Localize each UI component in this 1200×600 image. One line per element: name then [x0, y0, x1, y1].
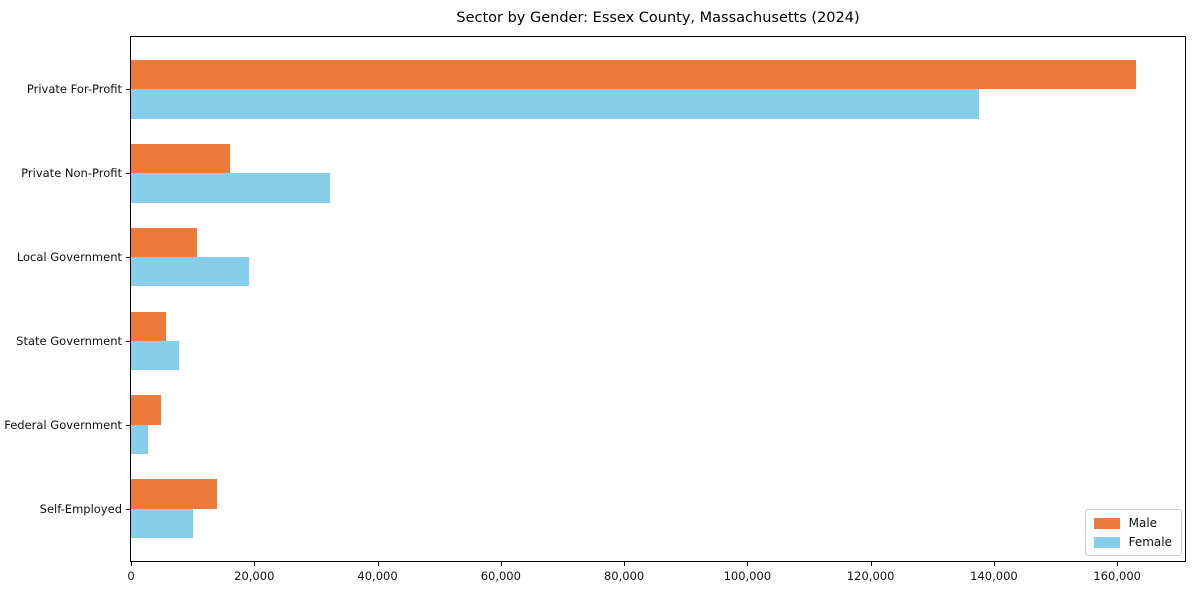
- x-tick-label: 100,000: [723, 569, 772, 583]
- bar-male: [131, 143, 231, 174]
- legend: Male Female: [1084, 509, 1182, 556]
- legend-swatch-male: [1093, 517, 1120, 529]
- bar-female: [131, 89, 979, 119]
- chart-title: Sector by Gender: Essex County, Massachu…: [456, 10, 860, 26]
- bar-female: [131, 340, 180, 371]
- y-axis-label: Private Non-Profit: [21, 166, 122, 181]
- x-tick-label: 60,000: [480, 569, 521, 583]
- x-tick-mark: [624, 562, 626, 566]
- x-tick-mark: [254, 562, 256, 566]
- legend-label: Male: [1128, 516, 1158, 530]
- x-tick-mark: [993, 562, 995, 566]
- y-tick-mark: [126, 508, 130, 510]
- x-tick-mark: [500, 562, 502, 566]
- x-tick-mark: [131, 562, 132, 566]
- bar-male: [131, 479, 218, 509]
- bar-male: [131, 395, 162, 425]
- x-tick-label: 120,000: [846, 569, 895, 583]
- x-tick-label: 80,000: [603, 569, 645, 583]
- y-tick-mark: [126, 257, 130, 259]
- plot-area: Male Female: [130, 36, 1186, 562]
- x-tick-mark: [1117, 562, 1119, 566]
- y-axis-label: Self-Employed: [39, 501, 122, 516]
- y-tick-mark: [126, 340, 130, 342]
- y-tick-mark: [126, 173, 130, 175]
- y-axis-label: Private For-Profit: [26, 82, 122, 97]
- bar-female: [131, 424, 149, 455]
- x-tick-label: 20,000: [234, 569, 275, 583]
- y-tick-mark: [126, 89, 130, 91]
- y-axis-label: State Government: [16, 333, 122, 348]
- x-tick-label: 160,000: [1093, 569, 1141, 583]
- bar-female: [131, 508, 194, 538]
- x-tick-mark: [870, 562, 872, 566]
- legend-entry: Female: [1093, 535, 1172, 549]
- x-tick-label: 0: [127, 569, 135, 583]
- legend-entry: Male: [1093, 516, 1172, 530]
- bar-female: [131, 257, 250, 287]
- y-tick-mark: [126, 424, 130, 426]
- x-tick-label: 140,000: [970, 569, 1018, 583]
- legend-swatch-female: [1093, 536, 1120, 548]
- legend-label: Female: [1128, 535, 1172, 549]
- bar-male: [131, 60, 1136, 90]
- y-axis-label: Local Government: [16, 250, 122, 265]
- bar-male: [131, 311, 167, 341]
- x-tick-mark: [747, 562, 749, 566]
- bar-female: [131, 173, 331, 203]
- x-tick-label: 40,000: [357, 569, 398, 583]
- x-tick-mark: [377, 562, 379, 566]
- bar-male: [131, 227, 197, 258]
- y-axis-label: Federal Government: [4, 417, 122, 432]
